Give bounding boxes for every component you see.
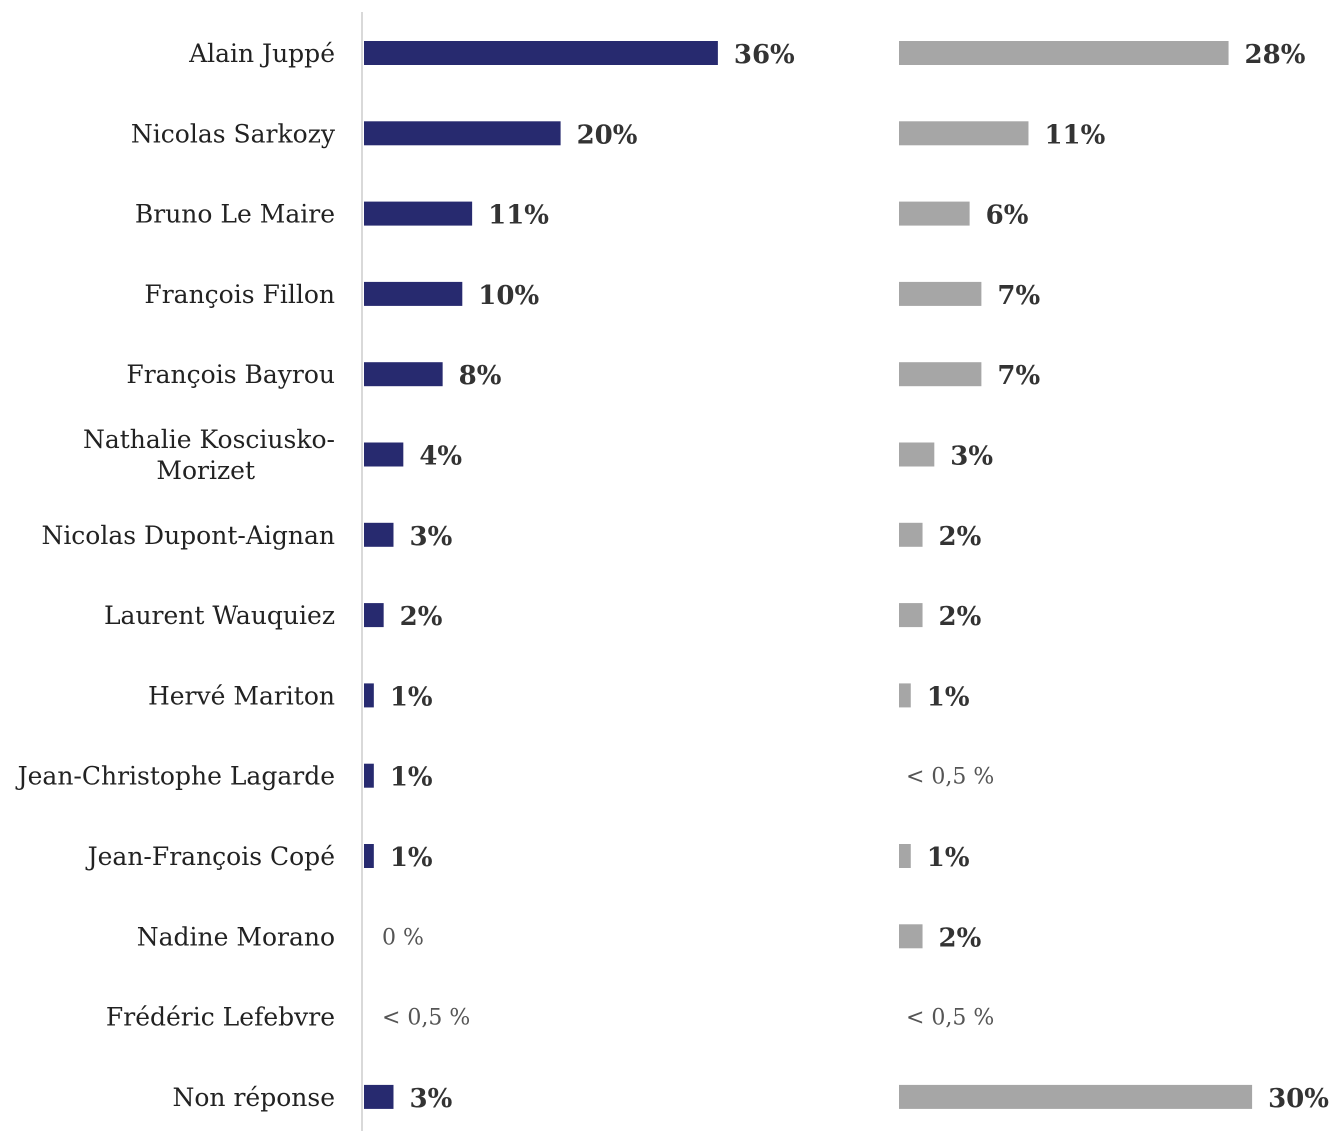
bar-left	[364, 362, 443, 387]
bar-left	[364, 442, 404, 467]
category-label: Laurent Wauquiez	[104, 601, 335, 630]
data-label: 2%	[939, 602, 982, 632]
category-label-line: Non réponse	[173, 1083, 336, 1112]
category-label: Nicolas Sarkozy	[131, 119, 336, 148]
category-label: Nathalie Kosciusko-Morizet	[83, 425, 335, 485]
category-label-line: Hervé Mariton	[148, 681, 335, 710]
category-label: Jean-Christophe Lagarde	[15, 762, 335, 791]
category-label-line: Nathalie Kosciusko-	[83, 425, 335, 454]
bar-right	[899, 1084, 1253, 1109]
bar-left	[364, 281, 463, 306]
data-label: < 0,5 %	[382, 1006, 470, 1031]
data-label: 3%	[409, 1084, 452, 1114]
category-label: François Bayrou	[126, 360, 335, 389]
category-label: Jean-François Copé	[85, 842, 335, 871]
bar-right	[899, 683, 911, 708]
bar-right	[899, 41, 1229, 65]
bar-right	[899, 603, 923, 628]
data-label: 3%	[950, 442, 993, 472]
category-labels: Alain Juppé Nicolas Sarkozy Bruno Le Maire…	[15, 39, 336, 1112]
category-label-line: Laurent Wauquiez	[104, 601, 335, 630]
category-label-line: François Fillon	[144, 280, 335, 309]
bar-right	[899, 121, 1029, 146]
category-label-line: Nicolas Dupont-Aignan	[41, 521, 335, 550]
data-label: 0 %	[382, 925, 424, 950]
data-label: 30%	[1268, 1084, 1329, 1114]
bar-right	[899, 362, 982, 387]
bar-left	[364, 763, 374, 788]
category-label: Alain Juppé	[188, 39, 335, 68]
bar-right	[899, 442, 935, 467]
category-label: Nadine Morano	[137, 922, 335, 951]
category-label-line: Nadine Morano	[137, 922, 335, 951]
bar-right	[899, 522, 923, 547]
series-right-bars: 28% 11% 6% 7% 7% 3% 2% 2% 1% < 0,5 % 1% 2% < 0,5 % 30…	[899, 40, 1329, 1114]
data-label: 7%	[997, 361, 1040, 391]
data-label: 36%	[734, 40, 795, 70]
bar-left	[364, 201, 473, 226]
category-label-line: Morizet	[156, 456, 255, 485]
category-label-line: Nicolas Sarkozy	[131, 119, 336, 148]
category-label-line: Alain Juppé	[188, 39, 335, 68]
category-label: Nicolas Dupont-Aignan	[41, 521, 335, 550]
data-label: 1%	[390, 763, 433, 793]
series-left-bars: 36% 20% 11% 10% 8% 4% 3% 2% 1% 1% 1% 0 % < 0,5 % 3%	[364, 40, 795, 1114]
data-label: 1%	[927, 682, 970, 712]
bar-left	[364, 121, 561, 146]
bar-left	[364, 603, 384, 628]
data-label: 1%	[927, 843, 970, 873]
category-label-line: François Bayrou	[126, 360, 335, 389]
category-label-line: Jean-François Copé	[85, 842, 335, 871]
category-label-line: Jean-Christophe Lagarde	[15, 762, 335, 791]
bar-right	[899, 281, 982, 306]
data-label: < 0,5 %	[906, 765, 994, 790]
bar-right	[899, 844, 911, 868]
data-label: 6%	[986, 201, 1029, 231]
category-label-line: Bruno Le Maire	[135, 200, 335, 229]
data-label: 4%	[419, 442, 462, 472]
data-label: 7%	[997, 281, 1040, 311]
data-label: < 0,5 %	[906, 1006, 994, 1031]
data-label: 1%	[390, 843, 433, 873]
data-label: 1%	[390, 682, 433, 712]
data-label: 11%	[488, 201, 549, 231]
data-label: 2%	[939, 522, 982, 552]
data-label: 3%	[409, 522, 452, 552]
category-label: Frédéric Lefebvre	[106, 1003, 335, 1032]
bar-left	[364, 844, 374, 868]
category-label: Hervé Mariton	[148, 681, 335, 710]
bar-right	[899, 201, 970, 226]
category-label: Non réponse	[173, 1083, 336, 1112]
data-label: 10%	[478, 281, 539, 311]
bar-left	[364, 683, 374, 708]
category-label: François Fillon	[144, 280, 335, 309]
data-label: 2%	[939, 923, 982, 953]
data-label: 20%	[577, 120, 638, 150]
bar-left	[364, 522, 394, 547]
data-label: 2%	[400, 602, 443, 632]
data-label: 28%	[1245, 40, 1306, 70]
bar-left	[364, 1084, 394, 1109]
category-label-line: Frédéric Lefebvre	[106, 1003, 335, 1032]
bar-left	[364, 41, 718, 65]
data-label: 8%	[459, 361, 502, 391]
bar-right	[899, 924, 923, 949]
data-label: 11%	[1044, 120, 1105, 150]
category-label: Bruno Le Maire	[135, 200, 335, 229]
